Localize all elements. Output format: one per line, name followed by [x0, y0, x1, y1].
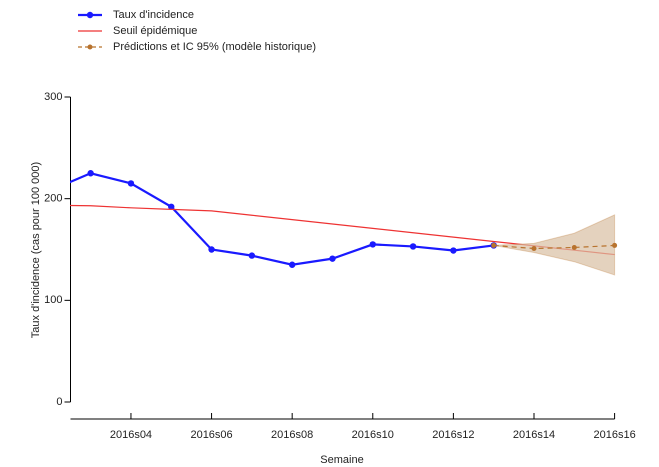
confidence-band: [493, 214, 616, 276]
point: [531, 245, 537, 251]
y-tick-label: 100: [44, 294, 62, 306]
point: [288, 261, 296, 268]
x-tick-label: 2016s10: [352, 429, 394, 441]
legend-label: Taux d'incidence: [113, 9, 194, 21]
point: [329, 255, 336, 262]
x-tick-label: 2016s16: [593, 429, 635, 441]
point: [168, 203, 175, 210]
y-tick-label: 200: [44, 193, 62, 205]
x-axis-title: Semaine: [320, 454, 363, 466]
x-tick-label: 2016s04: [110, 429, 152, 441]
point: [369, 241, 376, 248]
point: [208, 246, 215, 253]
x-tick-label: 2016s14: [513, 429, 555, 441]
plot-area: [70, 170, 618, 276]
x-tick-label: 2016s12: [432, 429, 474, 441]
legend-label: Seuil épidémique: [113, 25, 197, 37]
series-line: [493, 244, 615, 250]
y-axis-title: Taux d'incidence (cas pour 100 000): [30, 162, 42, 338]
point: [450, 247, 457, 254]
point: [248, 252, 256, 259]
point: [409, 243, 417, 250]
point: [127, 180, 135, 187]
x-tick-label: 2016s06: [190, 429, 232, 441]
legend-marker: [86, 11, 94, 19]
point: [612, 242, 618, 248]
legend-marker: [87, 44, 93, 50]
point: [571, 244, 577, 250]
series-line: [70, 172, 494, 266]
point: [87, 170, 94, 177]
y-tick-label: 300: [44, 91, 62, 103]
point: [491, 242, 497, 248]
y-tick-label: 0: [56, 396, 62, 408]
legend-label: Prédictions et IC 95% (modèle historique…: [113, 41, 316, 53]
x-tick-label: 2016s08: [271, 429, 313, 441]
